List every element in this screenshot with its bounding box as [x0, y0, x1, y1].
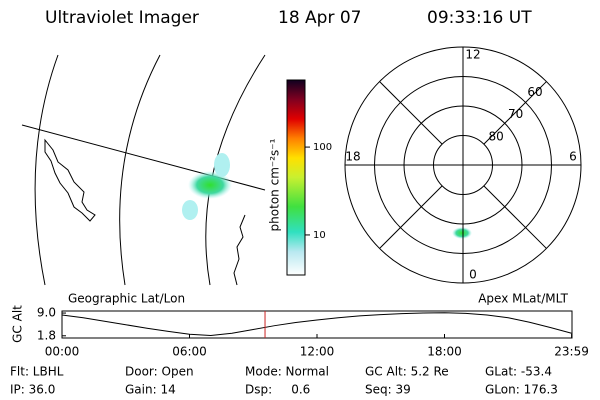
altitude-line: [61, 312, 572, 336]
x-tick-label: 18:00: [427, 345, 462, 359]
map: [21, 54, 266, 286]
x-tick-label: 00:00: [45, 345, 80, 359]
status-field: Gain: 14: [125, 383, 176, 397]
colorbar-tick-label: 100: [313, 142, 332, 153]
date: 18 Apr 07: [278, 8, 361, 28]
title: Ultraviolet Imager: [45, 8, 199, 28]
y-label: GC Alt: [11, 305, 25, 343]
status-field: IP: 36.0: [10, 383, 55, 397]
polar-diagonal: [483, 185, 547, 249]
status-field: GLat: -53.4: [485, 365, 552, 379]
y-tick-label: 9.0: [37, 306, 56, 320]
altitude-frame: [61, 310, 573, 339]
polar-diagonal: [379, 81, 443, 145]
colorbar-tick-label: 10: [313, 230, 326, 241]
lat-ring: [403, 105, 523, 225]
polar-diagonal: [379, 185, 443, 249]
time: 09:33:16 UT: [427, 8, 532, 28]
mlt-label: 18: [345, 150, 360, 164]
x-tick-label: 06:00: [172, 345, 207, 359]
status-field: GC Alt: 5.2 Re: [365, 365, 449, 379]
colorbar-label: photon cm⁻²s⁻¹: [268, 138, 282, 231]
y-tick-label: 1.8: [37, 328, 56, 342]
lat-ring: [433, 135, 493, 195]
mlt-label: 12: [465, 48, 480, 62]
x-tick-label: 23:59: [554, 345, 589, 359]
lat-ring: [374, 76, 552, 254]
status-field: Mode: Normal: [245, 365, 329, 379]
status-field: Flt: LBHL: [10, 365, 64, 379]
geo-label: Geographic Lat/Lon: [68, 292, 185, 306]
status-field: Dsp: 0.6: [245, 383, 310, 397]
x-tick-label: 12:00: [300, 345, 335, 359]
apex-label: Apex MLat/MLT: [478, 292, 568, 306]
mlt-label: 6: [569, 150, 577, 164]
status-field: Seq: 39: [365, 383, 411, 397]
mlt-label: 0: [469, 268, 477, 282]
lat-label: 80: [488, 129, 503, 143]
status-field: GLon: 176.3: [485, 383, 558, 397]
status-field: Door: Open: [125, 365, 194, 379]
polar-diagonal: [483, 81, 547, 145]
colorbar: [286, 79, 306, 276]
lat-label: 70: [508, 107, 523, 121]
lat-label: 60: [527, 85, 542, 99]
